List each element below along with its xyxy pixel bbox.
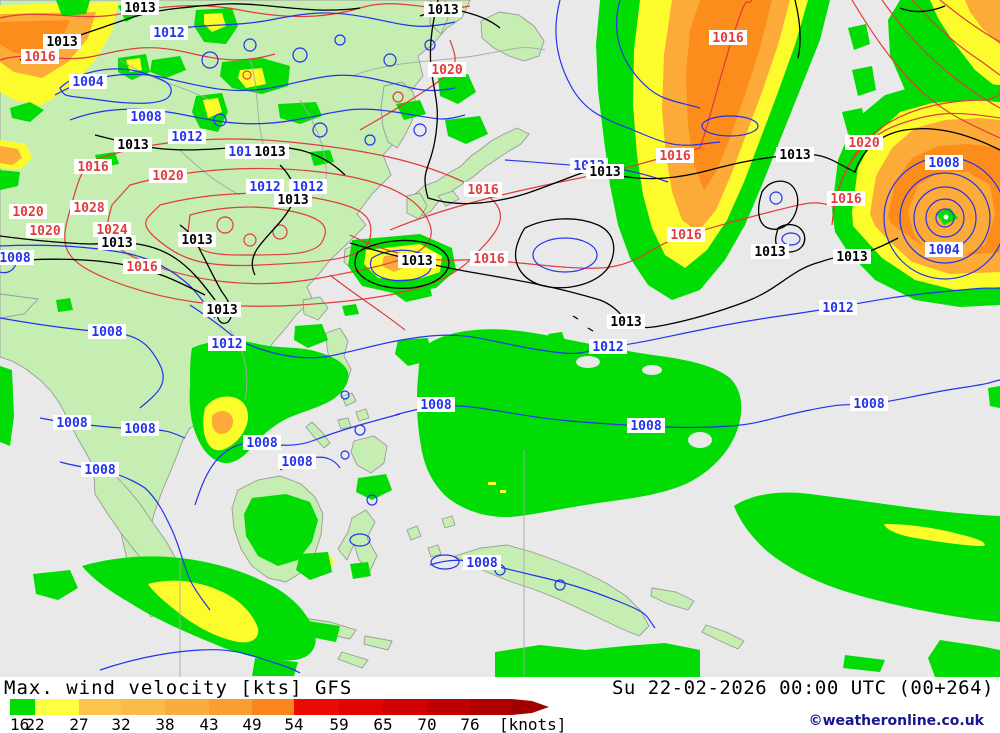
pressure-label: 1020 bbox=[848, 136, 879, 151]
pressure-label: 1016 bbox=[467, 183, 498, 198]
pressure-label: 1008 bbox=[124, 422, 155, 437]
pressure-label: 1016 bbox=[473, 252, 504, 267]
land-korea bbox=[380, 81, 418, 149]
land-mindanao bbox=[350, 435, 388, 474]
pressure-label: 1024 bbox=[96, 223, 127, 238]
pressure-label: 1013 bbox=[277, 193, 308, 208]
legend-color-segment bbox=[383, 699, 427, 715]
copyright-link[interactable]: ©weatheronline.co.uk bbox=[808, 713, 984, 729]
pressure-label: 1020 bbox=[12, 205, 43, 220]
land-moluccas bbox=[406, 515, 456, 558]
pressure-label: 1013 bbox=[836, 250, 867, 265]
legend-tick: 22 bbox=[25, 715, 44, 733]
pressure-label: 1013 bbox=[124, 1, 155, 16]
legend-tick: 16 bbox=[10, 715, 29, 733]
land-timor bbox=[337, 651, 369, 669]
pressure-label: 1008 bbox=[466, 556, 497, 571]
pressure-label: 1013 bbox=[101, 236, 132, 251]
legend-color-segment bbox=[79, 699, 121, 715]
legend-color-segment bbox=[121, 699, 165, 715]
pressure-label: 1008 bbox=[630, 419, 661, 434]
weather-map-svg: 1013 101310121013101610041020100810121013… bbox=[0, 0, 1000, 677]
pressure-label: 1012 bbox=[153, 26, 184, 41]
pressure-label: 1012 bbox=[171, 130, 202, 145]
legend-tick: 38 bbox=[155, 715, 174, 733]
pressure-label: 1020 bbox=[152, 169, 183, 184]
pressure-label: 1013 bbox=[779, 148, 810, 163]
pressure-label: 1013 bbox=[589, 165, 620, 180]
pressure-label: 1012 bbox=[292, 180, 323, 195]
legend-tick: 76 bbox=[460, 715, 479, 733]
pressure-label: 1012 bbox=[592, 340, 623, 355]
pressure-label: 1013 bbox=[754, 245, 785, 260]
pressure-label: 1013 bbox=[610, 315, 641, 330]
land-hokkaido bbox=[480, 11, 545, 62]
legend-unit: [knots] bbox=[499, 715, 566, 733]
legend-arrow bbox=[512, 699, 549, 715]
pressure-label: 1013 bbox=[427, 3, 458, 18]
pressure-label: 1020 bbox=[431, 63, 462, 78]
legend-color-segment bbox=[294, 699, 339, 715]
pressure-label: 1008 bbox=[853, 397, 884, 412]
pressure-label: 1008 bbox=[928, 156, 959, 171]
legend-tick: 49 bbox=[242, 715, 261, 733]
pressure-label: 1016 bbox=[712, 31, 743, 46]
legend-tick: 59 bbox=[329, 715, 348, 733]
legend-tick: 32 bbox=[111, 715, 130, 733]
legend-color-segment bbox=[252, 699, 294, 715]
pressure-label: 1028 bbox=[73, 201, 104, 216]
pressure-label: 1013 bbox=[117, 138, 148, 153]
pressure-label: 1008 bbox=[84, 463, 115, 478]
pressure-label: 1012 bbox=[822, 301, 853, 316]
pressure-label: 1013 bbox=[401, 254, 432, 269]
pressure-label: 1016 bbox=[77, 160, 108, 175]
pressure-label: 1012 bbox=[211, 337, 242, 352]
land-honshu bbox=[412, 127, 530, 217]
land-solomons bbox=[701, 624, 745, 650]
pressure-label: 1013 bbox=[46, 35, 77, 50]
land-new-britain bbox=[650, 587, 695, 611]
land-hainan bbox=[302, 296, 329, 321]
pressure-label: 1008 bbox=[91, 325, 122, 340]
legend-tick: 43 bbox=[199, 715, 218, 733]
pressure-label: 1013 bbox=[181, 233, 212, 248]
legend-tick: 54 bbox=[284, 715, 303, 733]
pressure-label: 1008 bbox=[420, 398, 451, 413]
legend-color-segment bbox=[10, 699, 35, 715]
pressure-label: 1016 bbox=[830, 192, 861, 207]
legend-color-segment bbox=[209, 699, 252, 715]
pressure-label: 1004 bbox=[928, 243, 959, 258]
pressure-label: 1013 bbox=[254, 145, 285, 160]
caption-bar: Max. wind velocity [kts] GFS Su 22-02-20… bbox=[0, 677, 1000, 733]
legend-color-segment bbox=[470, 699, 512, 715]
legend-tick: 70 bbox=[417, 715, 436, 733]
pressure-label: 1016 bbox=[659, 149, 690, 164]
pressure-label: 1020 bbox=[29, 224, 60, 239]
legend-tick: 27 bbox=[69, 715, 88, 733]
pressure-label: 1004 bbox=[72, 75, 103, 90]
legend-color-segment bbox=[427, 699, 470, 715]
pressure-label: 1012 bbox=[249, 180, 280, 195]
pressure-label: 1008 bbox=[56, 416, 87, 431]
pressure-label: 1016 bbox=[670, 228, 701, 243]
map-datetime: Su 22-02-2026 00:00 UTC (00+264) bbox=[611, 677, 994, 699]
pressure-label: 1016 bbox=[126, 260, 157, 275]
pressure-label: 1016 bbox=[24, 50, 55, 65]
pressure-label: 1008 bbox=[0, 251, 31, 266]
legend-color-segment bbox=[35, 699, 79, 715]
pressure-labels-layer: 1013 101310121013101610041020100810121013… bbox=[0, 0, 963, 571]
land-india-edge bbox=[0, 293, 39, 319]
pressure-label: 1013 bbox=[206, 303, 237, 318]
map-area: 1013 1013 1012 1013 1016 1004 1020 1008 1012 1013… bbox=[0, 0, 1000, 677]
pressure-label: 1008 bbox=[246, 436, 277, 451]
land-palawan bbox=[305, 421, 331, 449]
pressure-label: 1008 bbox=[281, 455, 312, 470]
pressure-label: 1008 bbox=[130, 110, 161, 125]
map-title: Max. wind velocity [kts] GFS bbox=[4, 677, 353, 699]
legend-tick: 65 bbox=[373, 715, 392, 733]
legend-color-segment bbox=[165, 699, 209, 715]
legend-color-segment bbox=[339, 699, 383, 715]
